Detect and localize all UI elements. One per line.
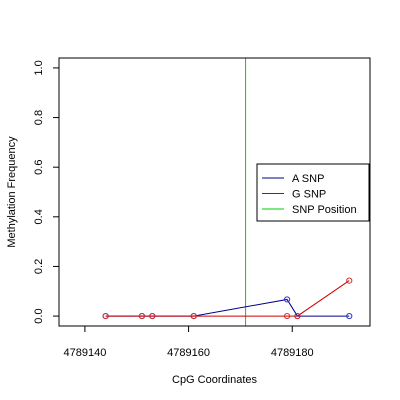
y-tick-label: 0.6 <box>33 160 45 175</box>
legend-label: A SNP <box>292 173 324 185</box>
y-tick-label: 0.2 <box>33 259 45 274</box>
x-tick-label: 4789160 <box>167 347 210 359</box>
series-line-g-snp <box>105 280 350 317</box>
data-point-a-6 <box>346 312 353 320</box>
data-point-g-2 <box>149 312 156 320</box>
legend: A SNP G SNP SNP Position <box>256 163 370 222</box>
legend-box <box>256 163 370 222</box>
y-tick-label: 0.0 <box>33 308 45 323</box>
x-tick-label: 4789180 <box>271 347 314 359</box>
data-point-a-4 <box>283 296 291 303</box>
y-tick-label: 1.0 <box>33 60 45 75</box>
data-point-g-5 <box>294 312 301 320</box>
plot-layer <box>102 58 353 326</box>
x-tick-label: 4789140 <box>64 347 107 359</box>
data-point-g-0 <box>102 312 109 320</box>
legend-label: G SNP <box>292 189 326 201</box>
legend-label: SNP Position <box>292 204 357 216</box>
y-tick-label: 0.4 <box>33 209 45 224</box>
data-point-g-3 <box>190 312 197 320</box>
data-point-g-4 <box>283 312 291 320</box>
axes-layer: 4789140 4789160 4789180 0.0 0.2 0.4 0.6 0.8 1.0 <box>33 60 314 359</box>
y-axis-label: Methylation Frequency <box>6 136 18 248</box>
y-tick-label: 0.8 <box>33 110 45 125</box>
data-point-g-1 <box>138 312 146 320</box>
data-point-g-6 <box>346 277 353 284</box>
x-axis-label: CpG Coordinates <box>172 374 257 386</box>
